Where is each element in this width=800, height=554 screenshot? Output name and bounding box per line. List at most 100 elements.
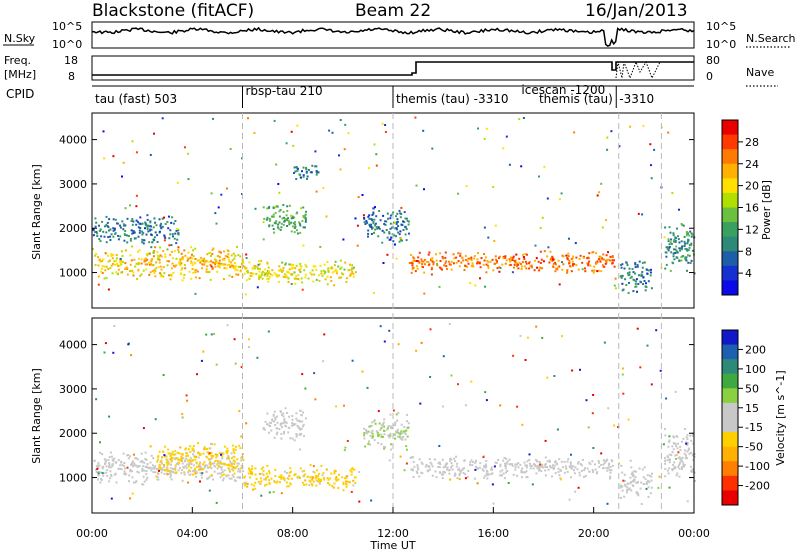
scatter-cell — [213, 443, 216, 446]
scatter-cell — [326, 275, 329, 278]
scatter-cell — [373, 218, 376, 221]
scatter-cell — [546, 197, 549, 200]
scatter-cell — [634, 283, 637, 285]
scatter-cell — [222, 452, 225, 455]
scatter-cell — [194, 247, 197, 250]
scatter-cell — [502, 257, 505, 260]
scatter-cell — [210, 265, 213, 268]
scatter-cell — [190, 246, 193, 249]
scatter-cell — [403, 221, 406, 224]
scatter-cell — [121, 220, 124, 223]
scatter-cell — [535, 257, 538, 260]
scatter-cell — [213, 470, 216, 473]
scatter-cell — [282, 266, 285, 269]
scatter-cell — [136, 470, 139, 473]
scatter-cell — [302, 423, 305, 426]
scatter-cell — [243, 476, 246, 479]
scatter-cell — [188, 469, 190, 472]
scatter-cell — [287, 217, 289, 220]
scatter-cell — [678, 464, 681, 467]
scatter-cell — [211, 456, 214, 459]
scatter-cell — [379, 219, 382, 222]
scatter-cell — [371, 421, 374, 424]
scatter-cell — [156, 241, 159, 243]
scatter-cell — [149, 154, 152, 156]
scatter-cell — [446, 468, 448, 471]
scatter-cell — [333, 264, 336, 267]
scatter-cell — [135, 194, 138, 197]
scatter-cell — [399, 455, 402, 458]
scatter-cell — [158, 465, 161, 468]
scatter-cell — [207, 466, 210, 469]
scatter-cell — [539, 463, 542, 466]
scatter-cell — [568, 237, 570, 240]
scatter-cell — [289, 467, 292, 470]
scatter-cell — [681, 245, 684, 248]
scatter-cell — [538, 269, 541, 272]
scatter-cell — [327, 478, 330, 481]
scatter-cell — [248, 277, 251, 280]
scatter-cell — [277, 223, 280, 226]
scatter-cell — [600, 452, 603, 455]
scatter-cell — [290, 230, 293, 233]
scatter-cell — [312, 476, 315, 479]
scatter-cell — [180, 268, 183, 271]
scatter-cell — [282, 223, 285, 226]
scatter-cell — [121, 463, 124, 466]
scatter-cell — [227, 250, 230, 253]
scatter-cell — [405, 429, 408, 432]
scatter-cell — [430, 273, 433, 276]
scatter-cell — [159, 265, 162, 268]
scatter-cell — [675, 474, 678, 477]
scatter-cell — [394, 221, 396, 224]
scatter-cell — [329, 477, 332, 480]
scatter-cell — [672, 448, 675, 451]
scatter-cell — [514, 261, 517, 264]
scatter-cell — [194, 470, 197, 473]
scatter-cell — [179, 259, 182, 262]
scatter-cell — [445, 260, 448, 263]
scatter-cell — [269, 273, 272, 276]
scatter-cell — [124, 234, 126, 236]
scatter-cell — [326, 477, 329, 479]
scatter-cell — [335, 478, 337, 481]
scatter-cell — [592, 394, 595, 396]
scatter-cell — [112, 254, 114, 256]
scatter-cell — [199, 468, 202, 471]
scatter-cell — [625, 262, 628, 265]
scatter-cell — [339, 168, 342, 171]
scatter-cell — [287, 485, 290, 488]
scatter-cell — [399, 238, 402, 241]
scatter-cell — [280, 222, 283, 225]
scatter-cell — [208, 475, 211, 478]
scatter-cell — [452, 262, 455, 265]
scatter-cell — [535, 325, 538, 328]
scatter-cell — [428, 263, 431, 266]
scatter-cell — [329, 276, 332, 279]
scatter-cell — [577, 462, 579, 465]
scatter-cell — [690, 451, 693, 454]
scatter-cell — [539, 465, 542, 468]
scatter-cell — [387, 425, 390, 428]
scatter-cell — [296, 278, 299, 280]
scatter-cell — [210, 467, 213, 470]
scatter-cell — [297, 426, 300, 429]
scatter-cell — [288, 204, 291, 207]
scatter-cell — [347, 269, 350, 272]
scatter-cell — [125, 249, 127, 252]
scatter-cell — [630, 466, 633, 469]
scatter-cell — [605, 261, 608, 264]
scatter-cell — [206, 456, 209, 459]
scatter-cell — [123, 239, 126, 242]
scatter-cell — [131, 218, 134, 221]
scatter-cell — [421, 472, 424, 475]
scatter-cell — [485, 472, 488, 475]
scatter-cell — [688, 254, 691, 257]
scatter-cell — [429, 376, 432, 378]
scatter-cell — [157, 255, 159, 257]
scatter-cell — [609, 259, 612, 262]
scatter-cell — [363, 427, 366, 430]
scatter-cell — [157, 458, 159, 461]
scatter-cell — [273, 481, 276, 483]
scatter-cell — [367, 442, 370, 445]
